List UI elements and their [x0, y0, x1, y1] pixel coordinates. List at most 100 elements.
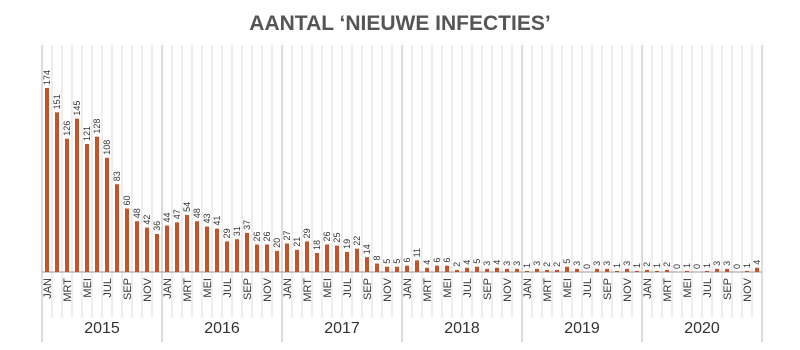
x-tick-label: NOV	[502, 277, 514, 302]
value-label: 5	[562, 259, 572, 264]
bar	[345, 251, 349, 272]
value-label: 6	[402, 258, 412, 263]
bar	[715, 268, 719, 272]
bar	[445, 265, 449, 272]
bar	[105, 157, 109, 272]
bar	[295, 249, 299, 272]
x-tick-label: MRT	[542, 278, 554, 302]
bar	[175, 222, 179, 272]
chart-title: AANTAL ‘NIEUWE INFECTIES’	[249, 12, 550, 35]
value-label: 1	[742, 263, 752, 268]
bar	[745, 270, 749, 272]
bar	[565, 266, 569, 272]
year-label: 2019	[564, 320, 600, 337]
bar	[605, 268, 609, 272]
value-label: 31	[232, 226, 242, 236]
value-label: 36	[152, 221, 162, 231]
year-label: 2018	[444, 320, 480, 337]
bar	[615, 270, 619, 272]
x-tick-label: MEI	[562, 278, 574, 298]
bar	[215, 228, 219, 272]
value-label: 108	[102, 140, 112, 155]
value-label: 48	[192, 208, 202, 218]
bar	[665, 269, 669, 272]
bar	[275, 250, 279, 272]
value-label: 29	[302, 228, 312, 238]
bar	[235, 239, 239, 272]
value-label: 48	[132, 208, 142, 218]
x-tick-label: NOV	[622, 277, 634, 302]
x-tick-label: JAN	[162, 278, 174, 299]
x-tick-label: JUL	[702, 278, 714, 298]
bar	[225, 241, 229, 272]
value-label: 5	[392, 259, 402, 264]
bar	[65, 138, 69, 272]
bar	[385, 266, 389, 272]
x-tick-label: JAN	[282, 278, 294, 299]
value-label: 0	[692, 264, 702, 269]
value-label: 3	[622, 261, 632, 266]
value-label: 54	[182, 202, 192, 212]
value-label: 5	[472, 259, 482, 264]
value-label: 4	[462, 260, 472, 265]
bar	[485, 268, 489, 272]
bar	[245, 232, 249, 272]
bar	[755, 267, 759, 272]
bar	[355, 248, 359, 272]
bar	[655, 270, 659, 272]
bar	[365, 257, 369, 272]
x-tick-label: MEI	[322, 278, 334, 298]
bar	[455, 269, 459, 272]
value-label: 41	[212, 216, 222, 226]
value-label: 19	[342, 239, 352, 249]
value-label: 0	[732, 264, 742, 269]
value-label: 1	[652, 263, 662, 268]
value-label: 27	[282, 230, 292, 240]
bar	[165, 225, 169, 272]
value-label: 151	[52, 94, 62, 109]
bar	[645, 269, 649, 272]
bar	[85, 144, 89, 272]
x-tick-label: NOV	[262, 277, 274, 302]
value-label: 3	[482, 261, 492, 266]
x-tick-label: MRT	[62, 278, 74, 302]
bar	[305, 241, 309, 272]
bar	[125, 208, 129, 272]
value-label: 47	[172, 209, 182, 219]
value-label: 2	[542, 262, 552, 267]
value-label: 8	[372, 256, 382, 261]
value-label: 4	[422, 260, 432, 265]
value-label: 6	[442, 258, 452, 263]
bar	[435, 265, 439, 272]
value-label: 18	[312, 240, 322, 250]
x-tick-label: MEI	[442, 278, 454, 298]
x-tick-label: MEI	[682, 278, 694, 298]
value-label: 4	[752, 260, 762, 265]
value-label: 21	[292, 237, 302, 247]
bar	[95, 136, 99, 272]
bar	[555, 269, 559, 272]
value-label: 3	[512, 261, 522, 266]
x-tick-label: MRT	[662, 278, 674, 302]
x-tick-label: JUL	[462, 278, 474, 298]
value-label: 3	[712, 261, 722, 266]
value-label: 128	[92, 119, 102, 134]
value-label: 5	[382, 259, 392, 264]
value-label: 145	[72, 101, 82, 116]
bar	[135, 221, 139, 272]
year-label: 2015	[84, 320, 120, 337]
value-label: 121	[82, 126, 92, 141]
x-tick-label: NOV	[742, 277, 754, 302]
x-tick-label: NOV	[142, 277, 154, 302]
bar	[55, 112, 59, 272]
bar	[635, 270, 639, 272]
bar	[315, 252, 319, 272]
value-label: 14	[362, 244, 372, 254]
value-label: 26	[262, 231, 272, 241]
value-label: 43	[202, 214, 212, 224]
bar	[395, 266, 399, 272]
value-label: 3	[572, 261, 582, 266]
value-label: 126	[62, 121, 72, 136]
value-label: 20	[272, 238, 282, 248]
